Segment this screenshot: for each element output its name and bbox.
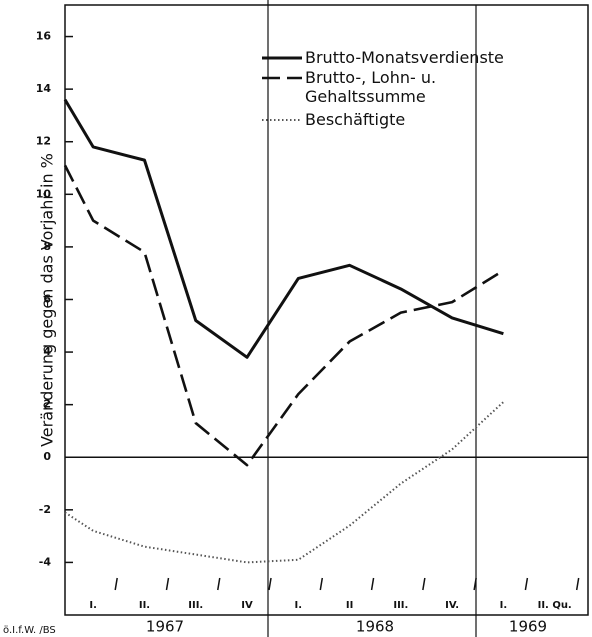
year-label: 1967 <box>146 618 184 636</box>
x-tick-label: II <box>346 600 353 611</box>
legend-label: Beschäftigte <box>305 110 406 129</box>
x-tick <box>217 577 221 591</box>
x-tick <box>422 577 426 591</box>
year-label: 1968 <box>356 618 394 636</box>
x-tick <box>575 577 580 591</box>
legend-label: Brutto-, Lohn- u. Gehaltssumme <box>305 68 437 106</box>
x-tick <box>114 577 118 591</box>
legend-label: Brutto-Monatsverdienste <box>305 48 504 67</box>
x-tick <box>524 577 529 591</box>
x-tick-label: I. <box>295 600 303 611</box>
y-tick-label: 4 <box>43 345 51 358</box>
source-note: ö.I.f.W. /BS <box>3 625 56 636</box>
x-tick <box>370 577 375 591</box>
y-tick-label: 6 <box>43 292 51 305</box>
x-tick-label: II. <box>139 600 150 611</box>
y-tick-label: 12 <box>36 135 51 148</box>
x-tick-label: III. <box>393 600 408 611</box>
y-tick-label: 14 <box>36 82 52 95</box>
x-tick <box>473 577 477 591</box>
series-line <box>63 164 505 467</box>
series-line <box>64 401 505 564</box>
y-tick-label: 16 <box>36 30 52 43</box>
plot-frame <box>64 4 589 616</box>
x-tick-label: IV <box>241 600 253 611</box>
x-tick-label: II. Qu. <box>538 600 572 611</box>
year-label: 1969 <box>509 618 547 636</box>
x-tick-label: III. <box>188 600 203 611</box>
y-axis-label: Veränderung gegen das Vorjahr in % <box>38 153 57 447</box>
x-tick <box>268 577 272 591</box>
y-tick-label: 0 <box>43 450 51 463</box>
y-tick-label: 2 <box>43 398 51 411</box>
y-tick-label: -4 <box>39 555 52 568</box>
x-tick-label: IV. <box>445 600 459 611</box>
y-tick-label: -2 <box>39 503 51 516</box>
x-tick-label: I. <box>89 600 97 611</box>
y-tick-label: 8 <box>43 240 51 253</box>
x-tick-label: I. <box>500 600 508 611</box>
y-tick-label: 10 <box>36 187 52 200</box>
series-line <box>63 98 504 359</box>
x-tick <box>165 577 170 591</box>
x-tick <box>319 577 324 591</box>
